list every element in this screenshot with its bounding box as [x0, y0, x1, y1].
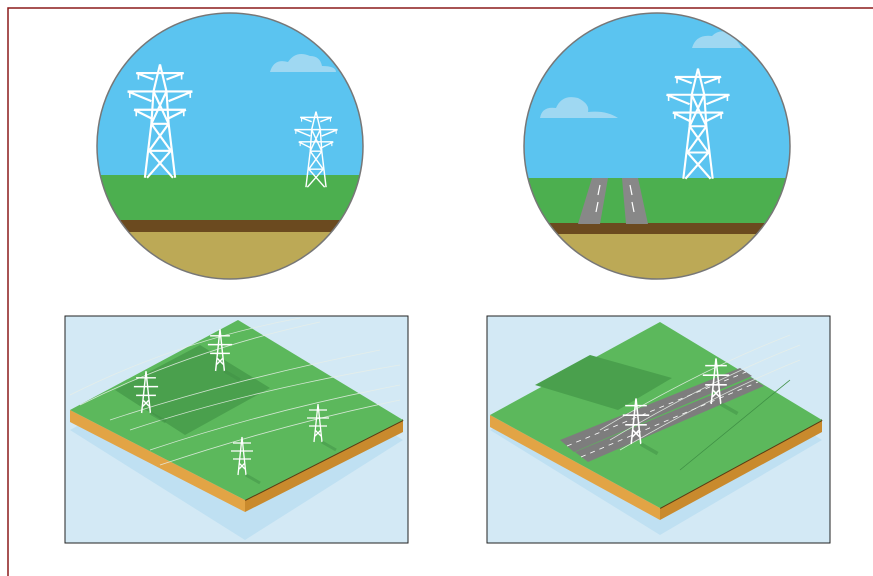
frame — [7, 7, 873, 576]
iso-road — [486, 315, 831, 544]
scene-fields — [97, 13, 363, 279]
circle-outline — [523, 12, 791, 280]
iso-fields — [64, 315, 409, 544]
circle-outline — [96, 12, 364, 280]
